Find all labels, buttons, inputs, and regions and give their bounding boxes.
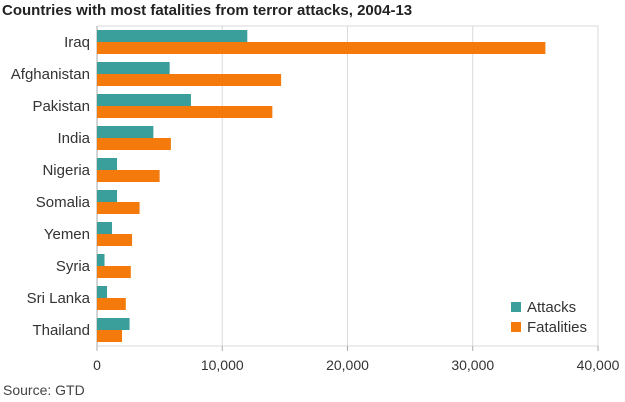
bar-fatalities-somalia xyxy=(97,202,140,214)
x-tick-label: 0 xyxy=(93,357,101,373)
category-label: Yemen xyxy=(44,226,90,243)
bar-attacks-somalia xyxy=(97,190,118,202)
x-tick-label: 30,000 xyxy=(451,357,494,373)
x-tick-label: 10,000 xyxy=(201,357,244,373)
legend-label-fatalities: Fatalities xyxy=(527,319,587,336)
bar-attacks-yemen xyxy=(97,222,113,234)
chart-title: Countries with most fatalities from terr… xyxy=(2,2,413,19)
bar-fatalities-afghanistan xyxy=(97,74,282,86)
bar-fatalities-sri-lanka xyxy=(97,298,126,310)
bars xyxy=(97,30,546,342)
category-label: Syria xyxy=(56,258,91,275)
bar-fatalities-iraq xyxy=(97,42,546,54)
x-tick-label: 20,000 xyxy=(326,357,369,373)
bar-fatalities-pakistan xyxy=(97,106,273,118)
x-tick-label: 40,000 xyxy=(577,357,620,373)
bar-attacks-sri-lanka xyxy=(97,286,108,298)
source-note: Source: GTD xyxy=(3,382,85,398)
bar-fatalities-thailand xyxy=(97,330,123,342)
legend: Attacks Fatalities xyxy=(511,299,587,336)
category-label: India xyxy=(57,130,90,147)
category-labels: Iraq Afghanistan Pakistan India Nigeria Somal… xyxy=(11,34,91,339)
legend-label-attacks: Attacks xyxy=(527,299,576,316)
legend-swatch-fatalities xyxy=(511,322,521,332)
bar-attacks-thailand xyxy=(97,318,130,330)
bar-attacks-iraq xyxy=(97,30,248,42)
bar-attacks-pakistan xyxy=(97,94,191,106)
category-label: Somalia xyxy=(36,194,91,211)
bar-attacks-syria xyxy=(97,254,105,266)
category-label: Nigeria xyxy=(42,162,90,179)
bar-attacks-afghanistan xyxy=(97,62,170,74)
legend-swatch-attacks xyxy=(511,302,521,312)
bar-fatalities-yemen xyxy=(97,234,133,246)
category-label: Iraq xyxy=(64,34,90,51)
bar-fatalities-india xyxy=(97,138,171,150)
bar-fatalities-nigeria xyxy=(97,170,160,182)
category-label: Thailand xyxy=(32,322,90,339)
x-tick-labels: 0 10,000 20,000 30,000 40,000 xyxy=(93,357,620,373)
bar-attacks-india xyxy=(97,126,154,138)
bar-attacks-nigeria xyxy=(97,158,118,170)
category-label: Afghanistan xyxy=(11,66,90,83)
category-label: Pakistan xyxy=(32,98,90,115)
category-label: Sri Lanka xyxy=(27,290,91,307)
bar-fatalities-syria xyxy=(97,266,131,278)
